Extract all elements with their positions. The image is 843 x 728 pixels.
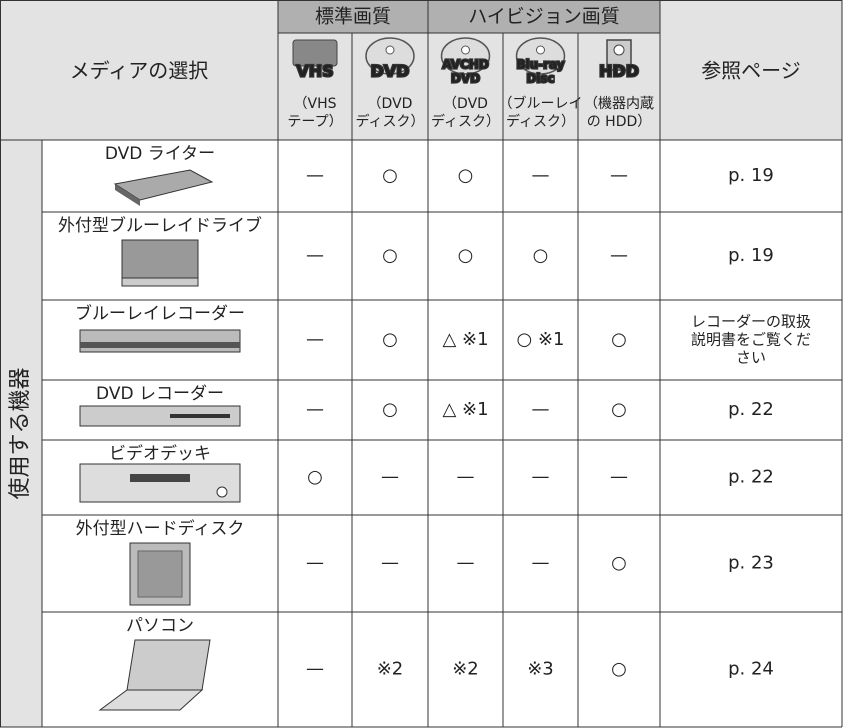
support-cell: —: [306, 165, 324, 186]
support-cell: ※3: [527, 659, 554, 680]
device-name: パソコン: [126, 616, 194, 636]
support-cell: ○: [382, 329, 398, 350]
support-cell: △ ※1: [442, 329, 488, 350]
support-cell: ○: [611, 399, 627, 420]
disc-hole: [385, 45, 395, 55]
device-art: [79, 405, 241, 427]
header-hivision-bg: [428, 0, 660, 33]
device-art: [137, 550, 183, 598]
device-art: [216, 486, 228, 498]
media-icon-label: HDD: [599, 62, 639, 81]
support-cell: ※2: [377, 659, 404, 680]
disc-icon: [440, 37, 491, 75]
device-art: [126, 639, 211, 691]
support-cell: ○: [611, 659, 627, 680]
media-caption: （ブルーレイ: [499, 95, 583, 112]
cassette-icon: [292, 39, 338, 67]
device-name: 外付型ハードディスク: [76, 518, 245, 539]
media-icon-label: AVCHD: [442, 58, 489, 72]
reference: さい: [736, 349, 766, 367]
support-cell: ※2: [452, 659, 479, 680]
support-cell: —: [381, 553, 399, 574]
header-hivision: ハイビジョン画質: [468, 6, 620, 28]
support-cell: ○ ※1: [517, 329, 565, 350]
media-caption: テープ）: [287, 114, 342, 130]
device-name: 外付型ブルーレイドライブ: [58, 215, 262, 236]
support-cell: —: [610, 165, 628, 186]
disc-hole: [461, 45, 470, 55]
reference: p. 22: [728, 399, 774, 420]
device-name: DVD レコーダー: [96, 384, 224, 404]
reference: p. 24: [728, 659, 774, 680]
device-name: DVD ライター: [105, 144, 215, 164]
device-art: [121, 277, 199, 287]
media-caption: （VHS: [294, 96, 337, 112]
header-media-select: メディアの選択: [70, 59, 209, 83]
reference: p. 19: [728, 245, 774, 266]
reference: p. 23: [728, 553, 774, 574]
support-cell: ○: [458, 245, 474, 266]
media-caption: ディスク）: [431, 113, 500, 130]
support-cell: —: [457, 467, 475, 488]
header-standard-bg: [278, 0, 428, 33]
support-cell: △ ※1: [442, 399, 488, 420]
support-cell: —: [306, 329, 324, 350]
support-cell: —: [610, 467, 628, 488]
device-art: [79, 329, 241, 353]
reference: p. 19: [728, 165, 774, 186]
support-cell: —: [610, 245, 628, 266]
support-cell: —: [306, 245, 324, 266]
media-icon-label: Blu-ray: [516, 58, 564, 72]
device-art: [80, 342, 240, 348]
device-art: [121, 239, 199, 279]
media-caption: ディスク）: [355, 113, 424, 130]
support-cell: —: [306, 399, 324, 420]
support-cell: ○: [611, 553, 627, 574]
device-art: [130, 474, 190, 482]
disc-icon: [365, 37, 415, 75]
media-caption: （機器内蔵: [584, 96, 654, 112]
device-name: ビデオデッキ: [109, 443, 211, 464]
reference: レコーダーの取扱: [691, 313, 811, 331]
group-bg: [0, 140, 42, 727]
support-cell: —: [306, 659, 324, 680]
media-caption: ディスク）: [506, 113, 575, 130]
disc-hole: [536, 45, 545, 55]
support-cell: ○: [382, 245, 398, 266]
device-art: [170, 414, 230, 418]
media-icon-label: VHS: [296, 62, 333, 81]
reference: 説明書をご覧くだ: [691, 331, 811, 349]
disc-icon: [515, 37, 566, 75]
media-icon-label: DVD: [451, 72, 480, 86]
reference: p. 22: [728, 467, 774, 488]
device-art: [98, 689, 204, 711]
support-cell: ○: [458, 165, 474, 186]
support-cell: —: [532, 165, 550, 186]
media-caption: の HDD）: [587, 114, 652, 130]
support-cell: ○: [533, 245, 549, 266]
group-label: 使用する機器: [8, 367, 33, 499]
media-caption: （DVD: [443, 96, 488, 112]
header-reference: 参照ページ: [701, 59, 801, 83]
device-art: [79, 463, 241, 503]
support-cell: —: [532, 553, 550, 574]
support-cell: ○: [611, 329, 627, 350]
hdd-platter: [613, 44, 625, 56]
media-icon-label: Disc: [526, 72, 554, 86]
support-cell: —: [457, 553, 475, 574]
device-art: [115, 184, 140, 206]
support-cell: ○: [382, 399, 398, 420]
media-icon-label: DVD: [371, 62, 410, 81]
media-caption: （DVD: [368, 96, 413, 112]
support-cell: —: [532, 467, 550, 488]
support-cell: —: [532, 399, 550, 420]
support-cell: ○: [307, 467, 323, 488]
support-cell: ○: [382, 165, 398, 186]
support-cell: —: [306, 553, 324, 574]
device-name: ブルーレイレコーダー: [75, 303, 245, 324]
header-standard: 標準画質: [315, 6, 391, 28]
support-cell: —: [381, 467, 399, 488]
